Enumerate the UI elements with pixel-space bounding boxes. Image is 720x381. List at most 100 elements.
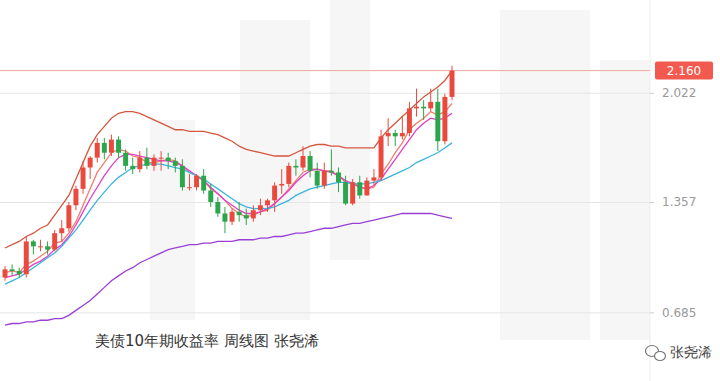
candle-wick bbox=[161, 151, 162, 171]
background-block bbox=[500, 10, 590, 340]
last-value-label: 2.160 bbox=[667, 64, 701, 78]
y-tick-labels: 0.685 1.357 2.022 bbox=[650, 86, 696, 320]
candle-body bbox=[293, 166, 298, 168]
background-block bbox=[330, 0, 370, 260]
candle-body bbox=[52, 233, 57, 249]
icon-bubble bbox=[655, 352, 666, 361]
candle-body bbox=[187, 187, 192, 188]
candle-body bbox=[407, 108, 412, 133]
candle-body bbox=[308, 156, 313, 171]
candle-body bbox=[265, 200, 270, 205]
candle-wick bbox=[416, 89, 417, 117]
grid-line bbox=[0, 312, 650, 313]
candle-body bbox=[442, 97, 447, 141]
grid-line bbox=[0, 202, 650, 203]
candle-wick bbox=[423, 100, 424, 120]
y-tick bbox=[650, 93, 654, 94]
candle-body bbox=[428, 102, 433, 109]
candle-body bbox=[244, 215, 249, 218]
candle-body bbox=[66, 205, 71, 228]
candle-wick bbox=[168, 153, 169, 169]
candle-body bbox=[279, 184, 284, 186]
candle-body bbox=[130, 166, 135, 169]
candle-body bbox=[222, 213, 227, 221]
background-block bbox=[600, 60, 650, 340]
indicator-line bbox=[5, 103, 452, 272]
candle-body bbox=[88, 158, 93, 168]
candle-body bbox=[251, 210, 256, 218]
candle-body bbox=[24, 241, 29, 274]
y-tick bbox=[650, 202, 654, 203]
indicator-line bbox=[5, 143, 452, 284]
candle-body bbox=[272, 186, 277, 201]
candle-body bbox=[144, 158, 149, 166]
y-axis-line bbox=[650, 0, 651, 381]
y-tick-label: 1.357 bbox=[662, 195, 696, 209]
grid-line bbox=[0, 93, 650, 94]
candle-body bbox=[116, 140, 121, 153]
candle-wick bbox=[388, 118, 389, 146]
candle-body bbox=[364, 181, 369, 196]
grid bbox=[0, 93, 650, 313]
background-decor bbox=[150, 0, 650, 340]
candle-body bbox=[180, 166, 185, 187]
candle-body bbox=[414, 107, 419, 109]
candle-body bbox=[31, 241, 36, 246]
candle-body bbox=[230, 212, 235, 222]
candle-body bbox=[208, 191, 213, 202]
y-tick-label: 0.685 bbox=[662, 306, 696, 320]
watermark: 张尧浠 bbox=[670, 344, 712, 360]
candle-body bbox=[95, 143, 100, 158]
last-value-line bbox=[0, 70, 650, 71]
candle-body bbox=[258, 205, 263, 210]
y-tick bbox=[650, 312, 654, 313]
background-block bbox=[150, 120, 195, 320]
title: 美债10年期收益率 周线图 张尧浠 bbox=[95, 332, 319, 350]
candle-body bbox=[166, 158, 171, 161]
candle-body bbox=[393, 133, 398, 136]
candle-wick bbox=[40, 240, 41, 251]
candle-body bbox=[371, 177, 376, 180]
candle-body bbox=[421, 107, 426, 109]
candle-body bbox=[357, 182, 362, 195]
candle-body bbox=[45, 246, 50, 249]
candle-body bbox=[336, 172, 341, 182]
candle-wick bbox=[395, 130, 396, 146]
last-value-tag bbox=[655, 62, 713, 80]
watermark-icon bbox=[646, 346, 666, 361]
candle-body bbox=[137, 158, 142, 169]
candle-body bbox=[159, 158, 164, 159]
candle-wick bbox=[373, 169, 374, 185]
candle-body bbox=[215, 202, 220, 213]
background-block bbox=[240, 20, 310, 320]
candle-body bbox=[315, 171, 320, 186]
candle-body bbox=[450, 71, 455, 97]
plot-area bbox=[0, 66, 650, 325]
candle-body bbox=[194, 176, 199, 187]
candle-body bbox=[343, 182, 348, 203]
candle-body bbox=[329, 171, 334, 173]
candles bbox=[3, 66, 455, 281]
candle-body bbox=[10, 269, 15, 271]
candle-body bbox=[379, 136, 384, 177]
candle-body bbox=[3, 269, 8, 277]
candle-body bbox=[400, 133, 405, 136]
candle-body bbox=[73, 189, 78, 205]
indicator-line bbox=[5, 213, 452, 325]
candle-wick bbox=[281, 169, 282, 194]
chart: 0.685 1.357 2.022 2.160 美债10年期收益率 周线图 张尧浠张尧浠 bbox=[0, 0, 720, 381]
candle-body bbox=[102, 143, 107, 153]
candle-body bbox=[322, 171, 327, 186]
y-tick-label: 2.022 bbox=[662, 86, 696, 100]
candle-body bbox=[123, 153, 128, 166]
candle-body bbox=[17, 271, 22, 274]
indicator-line bbox=[5, 113, 452, 277]
candle-body bbox=[173, 161, 178, 166]
indicator-line bbox=[5, 71, 452, 248]
candle-body bbox=[386, 133, 391, 136]
candle-body bbox=[152, 158, 157, 166]
candle-body bbox=[350, 182, 355, 203]
candle-body bbox=[301, 156, 306, 167]
candle-body bbox=[435, 102, 440, 141]
candle-body bbox=[237, 212, 242, 215]
